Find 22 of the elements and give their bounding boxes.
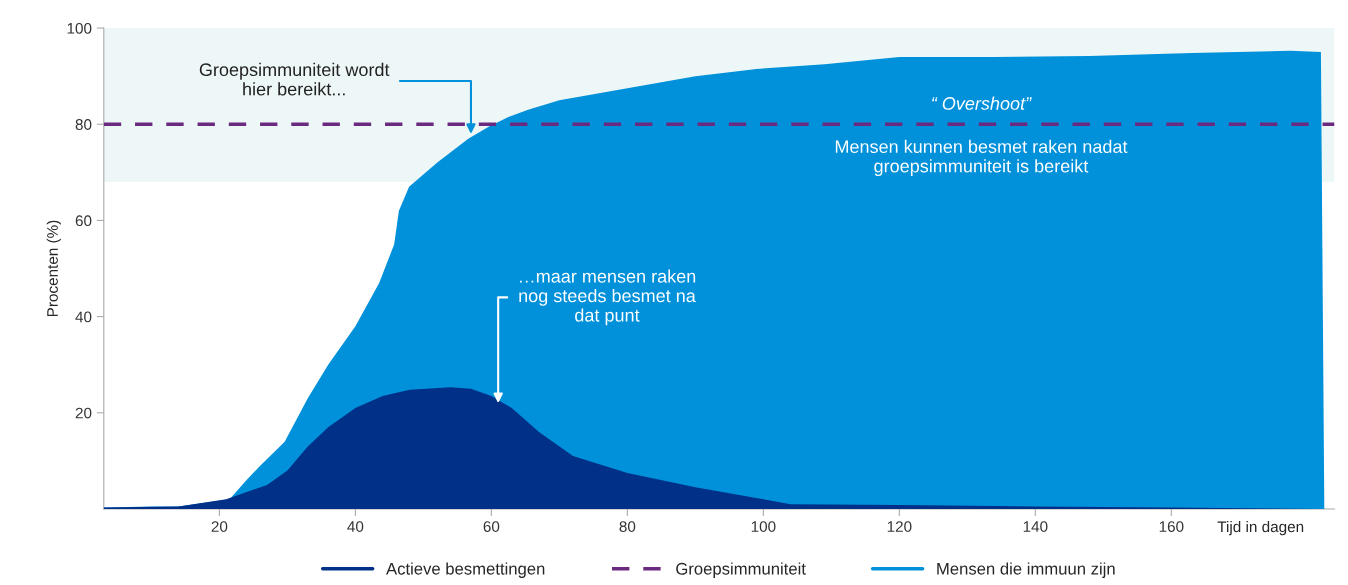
y-tick-label: 80 <box>75 119 92 130</box>
y-tick-label: 60 <box>75 215 92 227</box>
y-tick-label: 20 <box>75 407 92 419</box>
annotation: Mensen kunnen besmet raken nadat groepsimmuniteit is bereikt <box>835 139 1128 177</box>
x-tick-label: 100 <box>751 521 776 532</box>
x-tick-label: 80 <box>619 521 636 532</box>
x-tick-label: 40 <box>347 521 364 532</box>
annotation: Groepsimmuniteit wordt hier bereikt... <box>199 62 390 96</box>
annotation: “ Overshoot” <box>932 96 1032 110</box>
legend-label: Actieve besmettingen <box>386 562 545 578</box>
x-axis-title: Tijd in dagen <box>1217 520 1304 536</box>
legend-label: Groepsimmuniteit <box>676 562 806 578</box>
x-tick-label: 60 <box>483 521 500 532</box>
x-tick-label: 20 <box>211 521 228 532</box>
annotation: …maar mensen raken nog steeds besmet na dat punt <box>519 269 696 326</box>
x-tick-label: 160 <box>1159 521 1184 532</box>
x-tick-label: 140 <box>1023 521 1048 532</box>
y-tick-label: 40 <box>75 311 92 323</box>
legend-label: Mensen die immuun zijn <box>937 562 1115 578</box>
y-tick-label: 100 <box>67 22 92 34</box>
x-tick-label: 120 <box>887 521 912 532</box>
y-axis-title: Procenten (%) <box>46 220 61 317</box>
